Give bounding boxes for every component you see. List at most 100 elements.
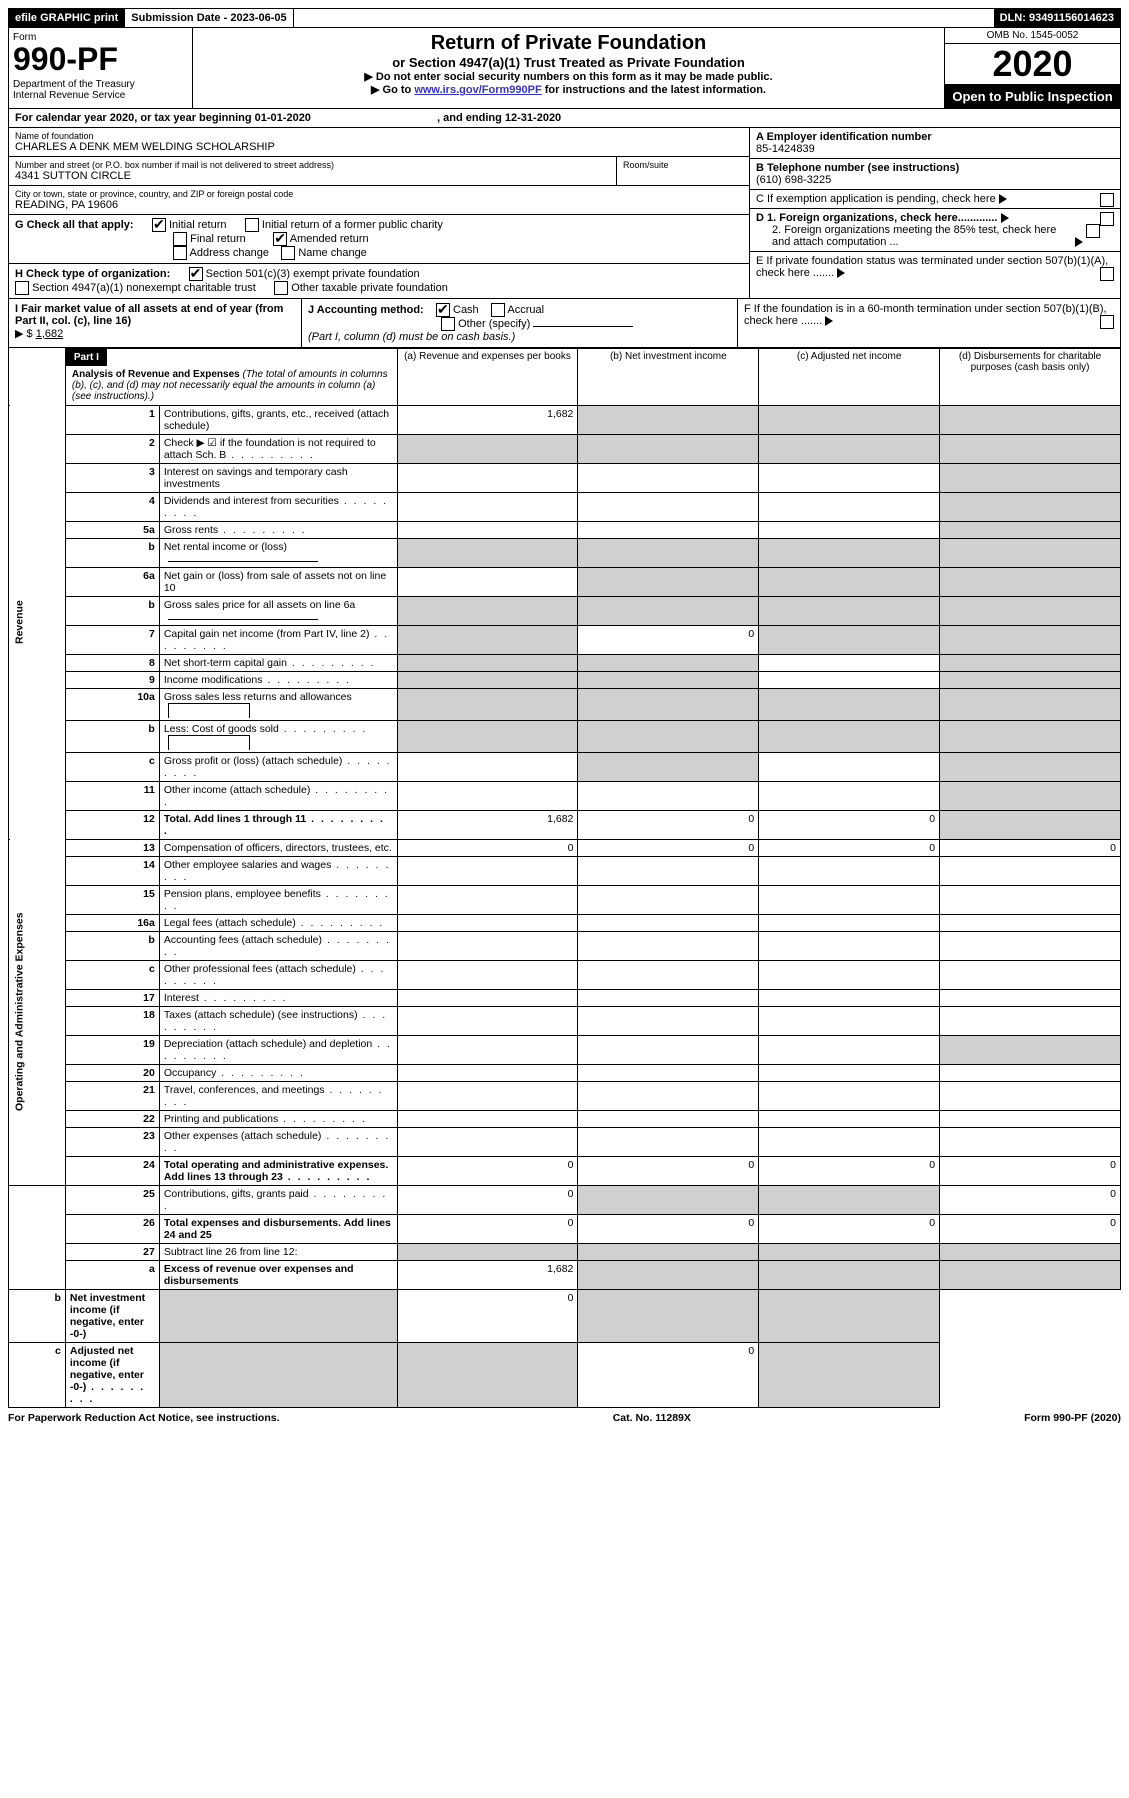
city-state-zip: READING, PA 19606 [15,199,743,211]
line-number: 14 [65,856,159,885]
j-other-checkbox[interactable] [441,317,455,331]
col-a-value: 0 [397,1156,578,1185]
col-b-value [578,1081,759,1110]
col-a-value [397,625,578,654]
col-c-value [759,1127,940,1156]
foundation-name-label: Name of foundation [15,131,743,141]
amended-checkbox[interactable] [273,232,287,246]
col-c-value: 0 [759,810,940,839]
line-desc: Compensation of officers, directors, tru… [159,839,397,856]
table-row: 17 Interest [9,989,1121,1006]
table-row: 9 Income modifications [9,671,1121,688]
table-row: Revenue 1 Contributions, gifts, grants, … [9,405,1121,434]
j-accrual-checkbox[interactable] [491,303,505,317]
line-desc: Other professional fees (attach schedule… [159,960,397,989]
col-b-value [578,1035,759,1064]
col-d-value [940,1064,1121,1081]
col-c-value [578,1289,759,1342]
line-desc: Subtract line 26 from line 12: [159,1243,397,1260]
col-b-value [578,654,759,671]
line-desc: Gross sales less returns and allowances [159,688,397,720]
col-c-value [759,671,940,688]
col-a-value [397,538,578,567]
addr-change-checkbox[interactable] [173,246,187,260]
line-desc: Depreciation (attach schedule) and deple… [159,1035,397,1064]
line-number: c [65,960,159,989]
col-b-value [578,1064,759,1081]
col-c-value: 0 [578,1342,759,1407]
col-a-value [397,914,578,931]
e-checkbox[interactable] [1100,267,1114,281]
f-checkbox[interactable] [1100,315,1114,329]
h-4947-checkbox[interactable] [15,281,29,295]
h-other-checkbox[interactable] [274,281,288,295]
line-desc: Contributions, gifts, grants, etc., rece… [159,405,397,434]
initial-former-checkbox[interactable] [245,218,259,232]
col-c-value [759,405,940,434]
col-b-value [578,1127,759,1156]
line-number: 3 [65,463,159,492]
table-row: b Net investment income (if negative, en… [9,1289,1121,1342]
col-a-value [397,521,578,538]
table-row: 24 Total operating and administrative ex… [9,1156,1121,1185]
col-b-value [578,752,759,781]
col-b-value [578,1110,759,1127]
col-d-value [940,492,1121,521]
col-b-value [578,688,759,720]
col-b-value [578,720,759,752]
table-row: 25 Contributions, gifts, grants paid 0 0 [9,1185,1121,1214]
d1-checkbox[interactable] [1100,212,1114,226]
col-c-value [759,654,940,671]
line-desc: Contributions, gifts, grants paid [159,1185,397,1214]
table-row: 26 Total expenses and disbursements. Add… [9,1214,1121,1243]
h-label: H Check type of organization: [15,268,170,280]
h-501c3-checkbox[interactable] [189,267,203,281]
col-a-value [397,781,578,810]
final-return-checkbox[interactable] [173,232,187,246]
ein-cell: A Employer identification number 85-1424… [750,128,1120,159]
line-desc: Net investment income (if negative, ente… [65,1289,159,1342]
irs-link[interactable]: www.irs.gov/Form990PF [414,84,541,96]
g-label: G Check all that apply: [15,219,134,231]
foundation-name-cell: Name of foundation CHARLES A DENK MEM WE… [9,128,749,157]
col-d-value [940,521,1121,538]
col-d-value [940,1035,1121,1064]
j-label: J Accounting method: [308,304,424,316]
col-c-value [759,781,940,810]
name-change-checkbox[interactable] [281,246,295,260]
line-number: 17 [65,989,159,1006]
col-b-value [578,492,759,521]
initial-return-checkbox[interactable] [152,218,166,232]
address-row: Number and street (or P.O. box number if… [9,157,749,186]
form-subtitle: or Section 4947(a)(1) Trust Treated as P… [201,55,936,70]
col-d-value [940,960,1121,989]
col-b-value [578,671,759,688]
c-checkbox[interactable] [1100,193,1114,207]
col-b-value: 0 [578,839,759,856]
col-a-value: 0 [397,839,578,856]
e-arrow-icon [837,268,845,278]
line-desc: Legal fees (attach schedule) [159,914,397,931]
col-d-value [940,463,1121,492]
line-desc: Printing and publications [159,1110,397,1127]
form-number: 990-PF [13,43,188,75]
col-d-value [940,1081,1121,1110]
col-d-value [940,688,1121,720]
page-footer: For Paperwork Reduction Act Notice, see … [8,1408,1121,1428]
j-cash-checkbox[interactable] [436,303,450,317]
c-cell: C If exemption application is pending, c… [750,190,1120,209]
form-header: Form 990-PF Department of the Treasury I… [8,28,1121,109]
col-d-value [940,885,1121,914]
col-d-value [940,856,1121,885]
col-b-value [578,989,759,1006]
table-row: 4 Dividends and interest from securities [9,492,1121,521]
col-a-value [397,720,578,752]
col-b-value [578,463,759,492]
col-b-value: 0 [578,1156,759,1185]
col-c-value [759,1185,940,1214]
table-row: b Less: Cost of goods sold [9,720,1121,752]
col-a-value [397,960,578,989]
d2-checkbox[interactable] [1086,224,1100,238]
col-c-value [759,538,940,567]
form-title-block: Return of Private Foundation or Section … [193,28,944,108]
